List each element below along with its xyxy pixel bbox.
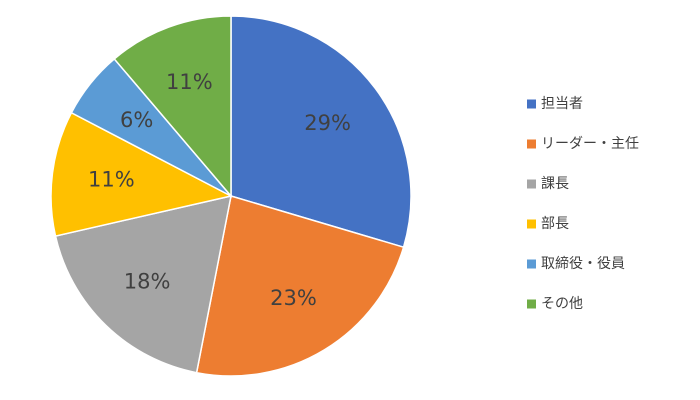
data-label-5: 6% [120,108,153,132]
legend-label-5: 取締役・役員 [541,255,625,272]
pie-slice-2 [195,195,405,377]
legend-swatch-2 [527,139,536,149]
pie-slices [50,15,412,377]
data-label-1: 29% [304,111,351,135]
legend-label-2: リーダー・主任 [541,136,639,152]
legend-label-6: その他 [541,296,583,312]
data-label-4: 11% [88,168,135,192]
data-label-3: 18% [124,270,171,294]
legend-swatch-6 [527,299,536,309]
pie-slice-1 [230,15,412,249]
legend-label-4: 部長 [541,216,569,232]
pie-slice-4 [50,111,234,237]
legend-label-1: 担当者 [541,96,583,112]
legend-swatch-3 [527,179,536,189]
data-label-6: 11% [166,70,213,94]
legend-swatch-1 [527,99,536,109]
data-label-2: 23% [270,286,317,310]
pie-data-labels: 29% 23% 18% 11% 6% 11% [88,70,351,310]
pie-slice-6 [113,15,232,199]
pie-slice-3 [54,195,232,374]
legend-label-3: 課長 [541,176,569,192]
legend-swatch-5 [527,259,536,269]
legend-swatch-4 [527,219,536,229]
